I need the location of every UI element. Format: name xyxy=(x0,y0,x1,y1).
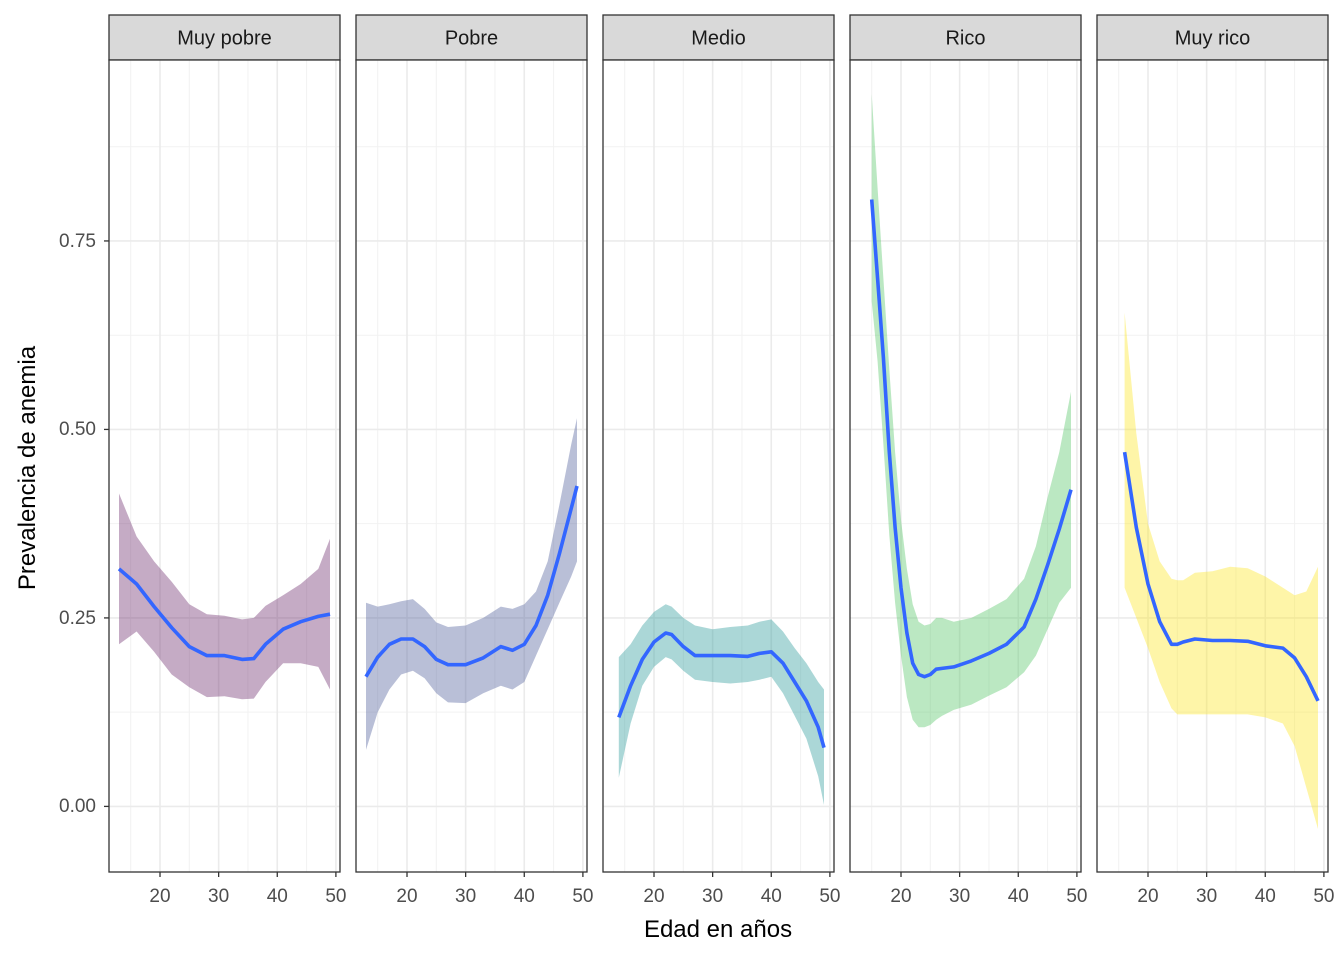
x-tick-label: 20 xyxy=(149,886,171,907)
x-tick-label: 50 xyxy=(1066,886,1088,907)
panel-border xyxy=(355,59,588,873)
x-tick-label: 20 xyxy=(643,886,665,907)
confidence-band xyxy=(1124,312,1318,830)
x-tick-label: 50 xyxy=(819,886,841,907)
smooth-line xyxy=(1122,451,1320,702)
panel-background xyxy=(109,60,340,872)
panel-border xyxy=(1096,59,1329,873)
facet-strip-label: Pobre xyxy=(445,28,498,50)
facet-strip xyxy=(355,14,588,61)
x-tick-label: 40 xyxy=(1254,886,1276,907)
panel-border xyxy=(849,59,1082,873)
x-tick-label: 30 xyxy=(702,886,724,907)
smooth-line xyxy=(117,567,331,662)
x-tick-label: 40 xyxy=(513,886,535,907)
y-tick-label: 0.25 xyxy=(59,608,96,629)
smooth-line xyxy=(869,199,1073,679)
y-tick-label: 0.50 xyxy=(59,419,96,440)
facet-strip-label: Medio xyxy=(691,28,745,50)
facet-strip xyxy=(849,14,1082,61)
x-tick-label: 30 xyxy=(208,886,230,907)
facet-strip xyxy=(602,14,835,61)
confidence-band xyxy=(119,493,330,700)
x-tick-label: 50 xyxy=(572,886,594,907)
x-tick-label: 20 xyxy=(890,886,912,907)
panel-background xyxy=(850,60,1081,872)
x-tick-label: 40 xyxy=(1007,886,1029,907)
x-tick-label: 50 xyxy=(1313,886,1335,907)
x-tick-label: 30 xyxy=(949,886,971,907)
facet-strip xyxy=(108,14,341,61)
facet-strip xyxy=(1096,14,1329,61)
x-tick-label: 30 xyxy=(455,886,477,907)
y-tick-label: 0.00 xyxy=(59,796,96,817)
x-axis-title: Edad en años xyxy=(643,916,793,943)
panel-border xyxy=(108,59,341,873)
panel-background xyxy=(1097,60,1328,872)
smooth-line xyxy=(617,631,826,749)
y-tick-label: 0.75 xyxy=(59,231,96,252)
x-tick-label: 20 xyxy=(396,886,418,907)
x-tick-label: 40 xyxy=(266,886,288,907)
x-tick-label: 50 xyxy=(325,886,347,907)
x-tick-label: 40 xyxy=(760,886,782,907)
y-axis-title: Prevalencia de anemia xyxy=(14,345,41,591)
x-tick-label: 20 xyxy=(1137,886,1159,907)
smooth-line xyxy=(364,485,579,678)
panel-background xyxy=(356,60,587,872)
facet-strip-label: Rico xyxy=(945,28,985,50)
x-tick-label: 30 xyxy=(1196,886,1218,907)
panel-background xyxy=(603,60,834,872)
confidence-band xyxy=(366,418,577,750)
panel-border xyxy=(602,59,835,873)
facet-strip-label: Muy rico xyxy=(1175,28,1251,50)
facet-strip-label: Muy pobre xyxy=(177,28,272,50)
